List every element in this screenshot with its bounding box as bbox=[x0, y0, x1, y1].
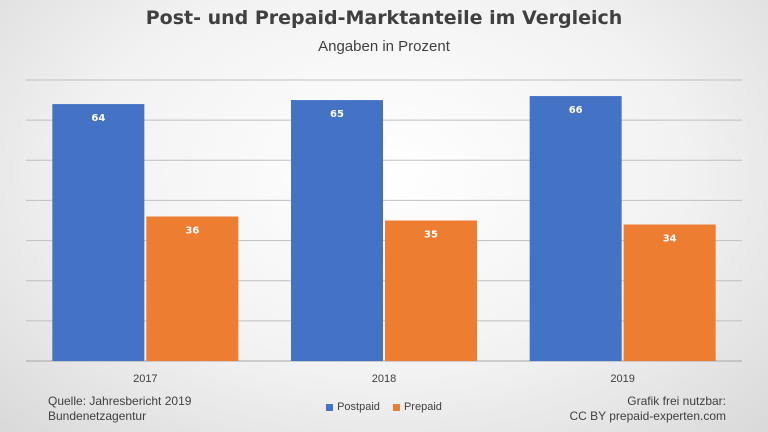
credit-note: Grafik frei nutzbar: CC BY prepaid-exper… bbox=[569, 394, 726, 424]
x-tick-label-2017: 2017 bbox=[133, 373, 157, 385]
legend-label-postpaid: Postpaid bbox=[337, 401, 380, 413]
legend-label-prepaid: Prepaid bbox=[403, 401, 442, 413]
data-label-postpaid-2018: 65 bbox=[330, 109, 344, 120]
data-label-prepaid-2019: 34 bbox=[663, 234, 677, 245]
bar-prepaid-2018 bbox=[385, 220, 477, 361]
bar-postpaid-2017 bbox=[52, 104, 145, 361]
data-label-postpaid-2017: 64 bbox=[91, 113, 105, 124]
x-tick-label-2019: 2019 bbox=[610, 373, 634, 385]
bar-postpaid-2019 bbox=[529, 96, 622, 362]
chart-title: Post- und Prepaid-Marktanteile im Vergle… bbox=[145, 7, 623, 29]
data-label-prepaid-2018: 35 bbox=[424, 230, 438, 241]
data-label-postpaid-2019: 66 bbox=[569, 105, 583, 116]
legend-item-prepaid: Prepaid bbox=[392, 401, 442, 413]
chart-subtitle: Angaben in Prozent bbox=[318, 38, 450, 55]
data-label-prepaid-2017: 36 bbox=[185, 225, 199, 236]
legend-item-postpaid: Postpaid bbox=[326, 401, 380, 413]
source-note: Quelle: Jahresbericht 2019 Bundenetzagen… bbox=[48, 394, 191, 424]
source-line-2: Bundenetzagentur bbox=[48, 409, 147, 423]
credit-line-2: CC BY prepaid-experten.com bbox=[569, 409, 726, 423]
legend-swatch-postpaid bbox=[326, 403, 334, 411]
bar-prepaid-2017 bbox=[146, 216, 239, 361]
source-line-1: Quelle: Jahresbericht 2019 bbox=[48, 394, 192, 408]
x-tick-label-2018: 2018 bbox=[372, 373, 396, 385]
bar-postpaid-2018 bbox=[291, 100, 383, 362]
legend: Postpaid Prepaid bbox=[0, 401, 768, 414]
legend-swatch-prepaid bbox=[392, 403, 400, 411]
credit-line-1: Grafik frei nutzbar: bbox=[627, 394, 726, 408]
bar-prepaid-2019 bbox=[623, 224, 716, 361]
